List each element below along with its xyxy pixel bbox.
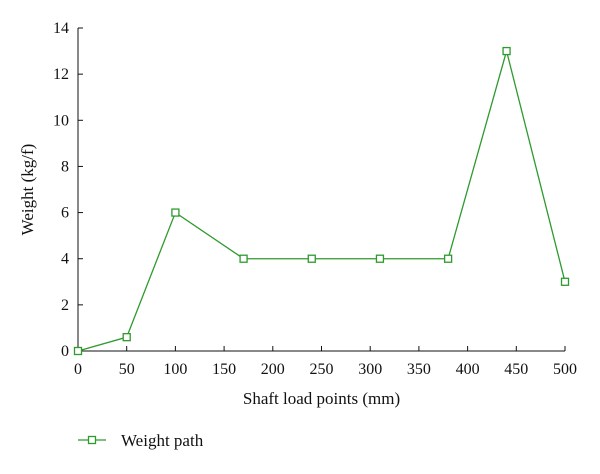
data-point-marker (171, 208, 180, 217)
y-tick-label: 2 (61, 297, 69, 314)
x-tick-label: 450 (504, 361, 528, 378)
x-axis-title: Shaft load points (mm) (243, 389, 400, 408)
data-point-marker (375, 254, 385, 263)
y-tick-label: 6 (61, 205, 69, 222)
series (73, 46, 570, 356)
legend-square-marker (87, 435, 97, 445)
data-point-marker (122, 333, 131, 342)
data-point-marker (443, 254, 453, 263)
data-point-marker (239, 254, 248, 263)
x-tick-label: 300 (358, 361, 382, 378)
data-point-marker (73, 346, 83, 356)
data-point-marker (502, 46, 511, 56)
y-tick-label: 4 (61, 251, 69, 268)
data-point-marker (307, 254, 316, 263)
x-tick-label: 100 (163, 361, 187, 378)
y-tick-label: 8 (61, 158, 69, 175)
x-tick-label: 0 (74, 361, 82, 378)
axes (77, 28, 565, 352)
x-tick-label: 200 (261, 361, 285, 378)
x-tick-label: 400 (456, 361, 480, 378)
y-tick-label: 14 (53, 20, 69, 37)
x-tick-label: 250 (310, 361, 334, 378)
x-tick-label: 50 (119, 361, 135, 378)
x-tick-label: 350 (407, 361, 431, 378)
data-point-marker (560, 277, 570, 286)
y-tick-label: 10 (53, 112, 69, 129)
series-line-weight-path (77, 48, 566, 352)
legend-label: Weight path (121, 431, 204, 450)
y-axis-title: Weight (kg/f) (18, 144, 37, 236)
y-tick-label: 12 (53, 66, 69, 83)
legend: Weight path (78, 431, 204, 450)
ticks: 0 50 100 150 200 250 300 350 400 450 500 0 2 4 6 8 10 12 1… (53, 20, 577, 378)
x-tick-label: 500 (553, 361, 577, 378)
y-tick-label: 0 (61, 343, 69, 360)
x-tick-label: 150 (212, 361, 236, 378)
